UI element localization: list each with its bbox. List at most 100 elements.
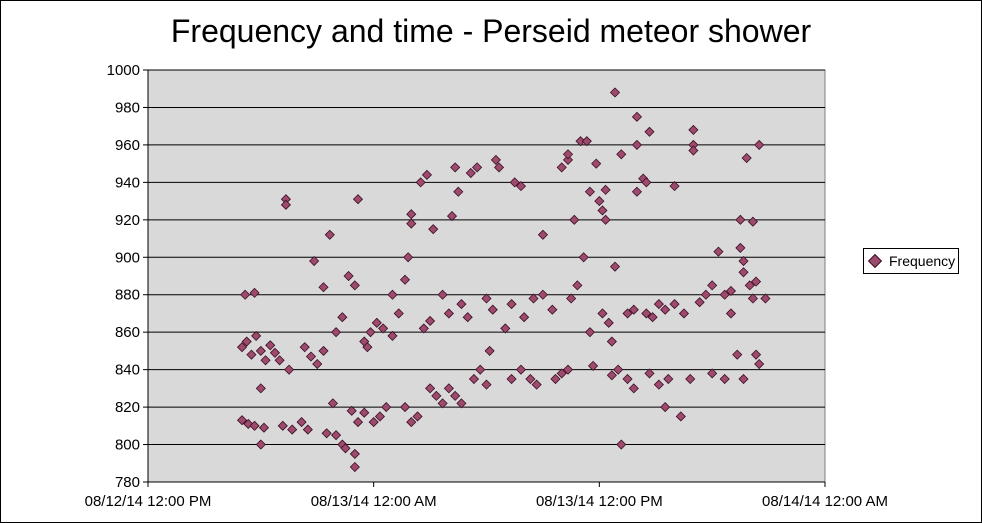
data-point xyxy=(456,299,467,310)
data-point xyxy=(609,261,621,272)
data-point xyxy=(493,162,505,173)
y-tick-label: 800 xyxy=(115,437,140,454)
data-point xyxy=(744,280,755,291)
data-point xyxy=(660,402,671,413)
axes xyxy=(147,70,825,483)
data-point xyxy=(641,177,652,188)
data-point xyxy=(641,308,652,319)
data-point xyxy=(472,162,483,173)
data-point xyxy=(660,304,671,315)
data-point xyxy=(387,330,398,341)
data-point xyxy=(735,242,746,253)
data-point xyxy=(437,289,448,300)
data-point xyxy=(647,312,658,323)
data-point xyxy=(591,158,602,169)
data-point xyxy=(450,162,461,173)
data-point xyxy=(352,417,364,428)
y-axis-ticks: 780 800 820 840 860 880 900 920 940 960 980 1000 xyxy=(107,62,148,491)
data-point xyxy=(572,280,583,291)
data-point xyxy=(569,214,580,225)
data-point xyxy=(287,424,298,435)
data-point xyxy=(631,111,643,122)
data-point xyxy=(500,323,511,334)
legend-label: Frequency xyxy=(889,253,956,269)
data-point xyxy=(462,312,473,323)
x-tick-label: 08/13/14 12:00 PM xyxy=(536,493,663,510)
data-point xyxy=(616,149,627,160)
data-point xyxy=(747,216,758,227)
data-point xyxy=(481,379,492,390)
y-tick-label: 820 xyxy=(115,399,140,416)
data-point xyxy=(362,342,373,353)
data-point xyxy=(622,373,633,385)
data-point xyxy=(352,194,364,205)
data-point xyxy=(644,126,655,137)
data-point xyxy=(600,184,611,195)
data-point xyxy=(431,390,442,401)
data-point xyxy=(669,299,680,310)
data-point xyxy=(707,280,718,291)
data-point xyxy=(484,345,495,356)
data-point xyxy=(330,430,342,441)
data-point xyxy=(738,267,749,278)
data-point xyxy=(606,336,617,347)
data-point xyxy=(688,145,699,156)
data-point xyxy=(309,255,320,267)
data-point xyxy=(531,379,542,390)
y-tick-label: 980 xyxy=(115,99,140,116)
data-point xyxy=(349,280,360,291)
data-point xyxy=(468,373,480,385)
data-point xyxy=(562,149,574,160)
data-point xyxy=(597,308,608,319)
data-point xyxy=(735,214,746,225)
legend: Frequency xyxy=(863,248,959,274)
data-point xyxy=(578,252,589,263)
data-point xyxy=(265,340,276,351)
data-point xyxy=(707,368,718,379)
y-tick-label: 920 xyxy=(115,212,140,229)
data-point xyxy=(609,87,621,98)
legend-diamond-icon xyxy=(867,253,883,269)
data-point xyxy=(349,461,360,473)
data-point xyxy=(374,411,386,422)
data-point xyxy=(653,299,664,310)
data-point xyxy=(418,323,429,334)
data-point xyxy=(406,218,417,229)
gridlines xyxy=(148,69,825,446)
data-point xyxy=(371,317,382,328)
data-point xyxy=(321,428,332,439)
data-point xyxy=(719,289,730,300)
data-point xyxy=(747,293,758,304)
y-tick-label: 900 xyxy=(115,249,140,266)
data-point xyxy=(566,293,577,304)
data-point xyxy=(528,293,539,304)
data-point xyxy=(556,162,567,173)
x-tick-label: 08/14/14 12:00 AM xyxy=(762,493,888,510)
data-point xyxy=(428,224,439,235)
data-point xyxy=(506,299,517,310)
data-point xyxy=(754,358,765,370)
data-points xyxy=(236,87,771,473)
data-point xyxy=(547,304,558,315)
data-point xyxy=(280,199,291,210)
data-point xyxy=(562,154,574,165)
data-point xyxy=(365,327,376,338)
data-point xyxy=(631,186,643,197)
data-point xyxy=(509,177,520,188)
data-point xyxy=(277,420,288,431)
data-point xyxy=(644,368,655,379)
data-point xyxy=(490,154,501,165)
data-point xyxy=(515,364,527,375)
data-point xyxy=(613,364,624,375)
data-point xyxy=(550,373,561,385)
data-point xyxy=(240,289,251,300)
data-point xyxy=(443,383,454,394)
data-point xyxy=(597,205,608,216)
data-point xyxy=(421,169,433,180)
data-point xyxy=(675,411,686,422)
data-point xyxy=(241,336,252,347)
data-point xyxy=(412,411,423,422)
data-point xyxy=(446,211,458,222)
data-point xyxy=(368,417,379,428)
data-point xyxy=(443,308,454,319)
